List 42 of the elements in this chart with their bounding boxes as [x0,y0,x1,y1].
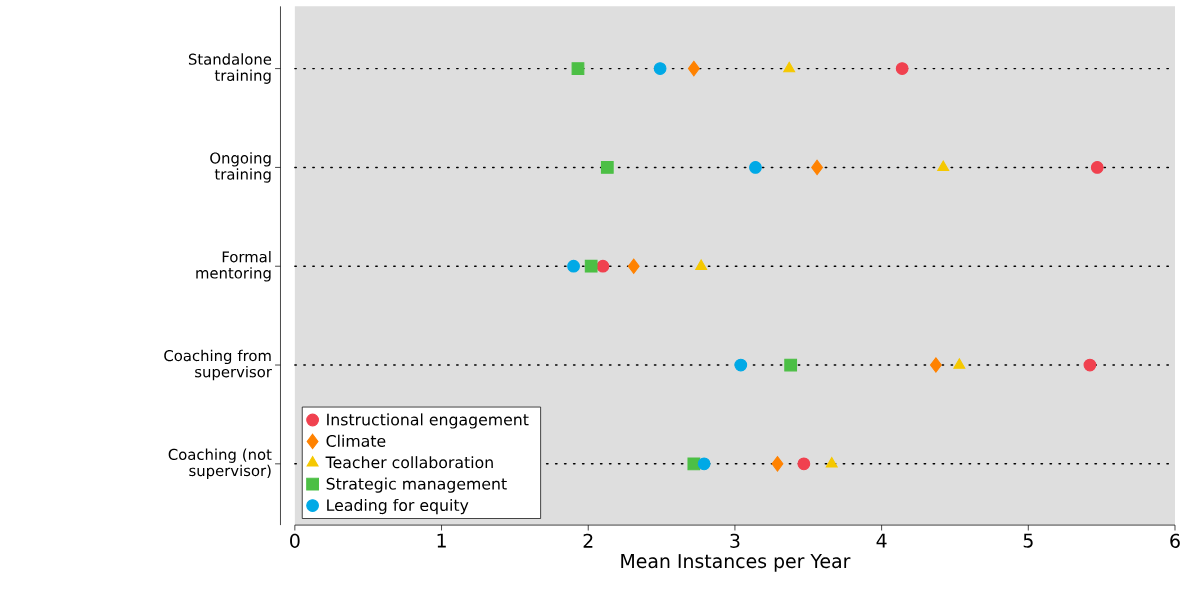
point [825,456,838,468]
point [567,259,580,273]
legend-label: Teacher collaboration [325,456,493,469]
y-tick-label: Ongoing training [210,152,271,183]
y-tick-label: Standalone training [188,53,272,84]
point [697,457,711,471]
point [811,159,824,176]
legend-label: Strategic management [326,477,507,493]
legend-label: Climate [326,434,386,447]
point [687,60,700,77]
legend-label: Leading for equity [327,498,469,515]
x-tick-label: 5 [1023,533,1033,548]
point [596,259,610,273]
point [695,259,708,270]
x-tick-label: 2 [583,533,593,548]
point [734,358,748,372]
point [783,61,796,73]
x-tick-label: 0 [290,533,300,548]
point [929,357,942,373]
point [1083,358,1097,372]
point [653,62,667,75]
y-tick-label: Coaching (not supervisor) [168,448,272,480]
point [749,160,762,174]
x-tick-label: 6 [1170,533,1180,548]
x-tick-label: 3 [730,533,740,548]
point [953,358,966,369]
legend-label: Instructional engagement [327,413,529,429]
x-tick-label: 1 [437,533,446,548]
x-tick-label: 4 [876,533,887,548]
y-tick-label: Coaching from supervisor [164,349,272,381]
point [784,358,798,372]
point [771,456,784,472]
point [627,258,640,274]
point [1090,160,1104,174]
y-tick-label: Formal mentoring [196,250,271,282]
point [895,62,909,75]
x-axis-title: Mean Instances per Year [621,554,851,572]
point [937,160,950,172]
point [584,259,598,273]
point [571,62,585,75]
point [600,160,614,174]
point [797,457,811,471]
